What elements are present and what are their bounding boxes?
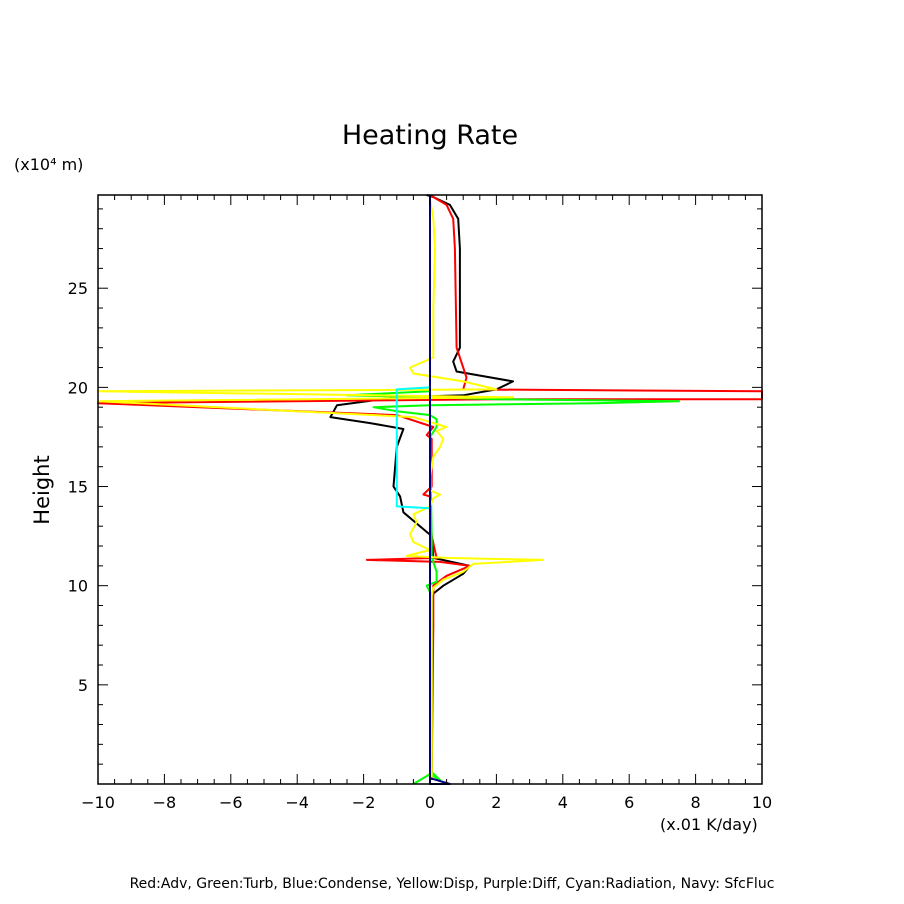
axis-tick-labels: −10 −8 −6 −4 −2 0 2 4 6 8 10 5 10 15 20 25: [68, 279, 773, 812]
y-axis-label: Height: [30, 455, 54, 525]
x-axis-unit-label: (x.01 K/day): [660, 815, 758, 834]
y-tick-label: 15: [68, 478, 88, 497]
x-tick-label: 2: [491, 793, 501, 812]
x-tick-label: 6: [624, 793, 634, 812]
y-axis-unit-label: (x10⁴ m): [14, 155, 84, 174]
y-tick-label: 10: [68, 577, 88, 596]
x-tick-label: −6: [219, 793, 243, 812]
x-tick-label: 10: [752, 793, 772, 812]
x-tick-label: −4: [285, 793, 309, 812]
x-tick-label: −10: [81, 793, 115, 812]
series-line-1: [329, 194, 514, 779]
x-tick-label: 4: [558, 793, 568, 812]
y-tick-label: 25: [68, 279, 88, 298]
x-tick-label: 0: [425, 793, 435, 812]
y-tick-label: 20: [68, 378, 88, 397]
series-line-5: [97, 198, 544, 779]
series-line-2: [97, 194, 763, 781]
x-tick-label: −8: [153, 793, 177, 812]
plot-series-layer: [97, 194, 763, 785]
x-tick-label: 8: [691, 793, 701, 812]
chart-title: Heating Rate: [341, 120, 519, 151]
x-tick-label: −2: [352, 793, 376, 812]
legend-note: Red:Adv, Green:Turb, Blue:Condense, Yell…: [129, 876, 775, 892]
axis-ticks: [97, 195, 763, 785]
y-tick-label: 5: [78, 676, 88, 695]
series-line-7: [395, 386, 431, 510]
